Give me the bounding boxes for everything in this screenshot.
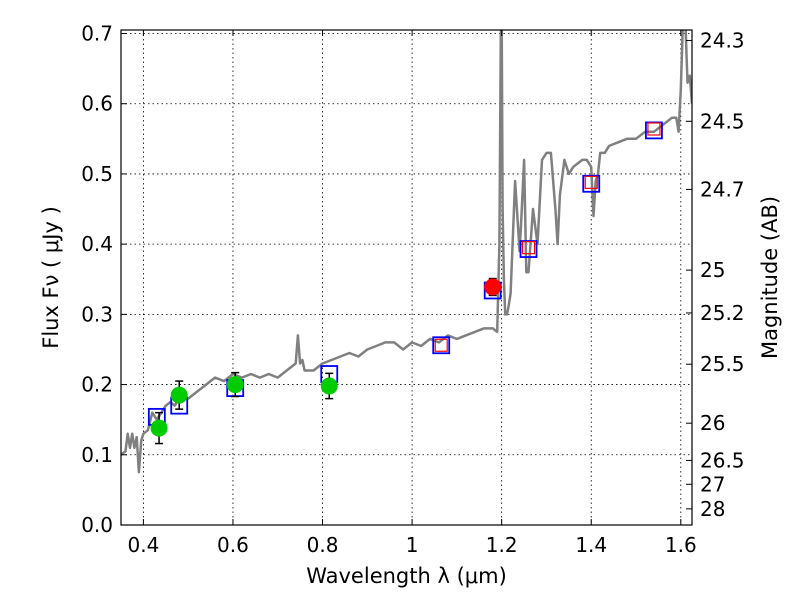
right-tick-label: 26.5 bbox=[700, 448, 745, 472]
predicted-photometry-square bbox=[521, 241, 536, 255]
x-tick-label: 1.2 bbox=[486, 533, 518, 557]
right-tick-label: 25 bbox=[700, 258, 725, 282]
x-tick-label: 1.4 bbox=[575, 533, 607, 557]
right-tick-label: 24.5 bbox=[700, 109, 745, 133]
right-tick-label: 25.2 bbox=[700, 301, 745, 325]
model-photometry-square bbox=[432, 336, 451, 355]
observed-point bbox=[170, 386, 188, 404]
x-tick-label: 1.6 bbox=[665, 533, 697, 557]
axes-frame bbox=[120, 29, 693, 526]
y-tick-label: 0.6 bbox=[81, 92, 113, 116]
x-axis-label: Wavelength λ (μm) bbox=[306, 564, 507, 588]
observed-point bbox=[226, 376, 244, 394]
predicted-photometry-square bbox=[647, 122, 661, 136]
right-axis-label: Magnitude (AB) bbox=[758, 196, 782, 359]
y-tick-label: 0.0 bbox=[81, 513, 113, 537]
y-axis-label: Flux Fν ( μJy ) bbox=[39, 206, 63, 349]
right-tick-label: 25.5 bbox=[700, 352, 745, 376]
observed-point bbox=[484, 278, 502, 296]
y-tick-label: 0.3 bbox=[81, 302, 113, 326]
predicted-photometry-square bbox=[584, 175, 598, 189]
x-tick-label: 1 bbox=[406, 533, 419, 557]
axis-ticks: 0.4 0.6 0.8 1 1.2 1.4 1.6 0.0 0.1 0.2 0.3 0.4 0.5 0.6… bbox=[81, 22, 744, 557]
x-tick-label: 0.6 bbox=[217, 533, 249, 557]
plot-area bbox=[121, 30, 692, 474]
y-tick-label: 0.1 bbox=[81, 443, 113, 467]
right-tick-label: 26 bbox=[700, 411, 725, 435]
x-tick-label: 0.4 bbox=[127, 533, 159, 557]
y-tick-label: 0.7 bbox=[81, 22, 113, 46]
predicted-photometry-square bbox=[434, 338, 448, 352]
y-tick-label: 0.2 bbox=[81, 373, 113, 397]
x-tick-label: 0.8 bbox=[307, 533, 339, 557]
right-tick-label: 24.3 bbox=[700, 29, 745, 53]
right-tick-label: 24.7 bbox=[700, 177, 745, 201]
right-tick-label: 27 bbox=[700, 472, 725, 496]
y-tick-label: 0.4 bbox=[81, 232, 113, 256]
right-tick-label: 28 bbox=[700, 497, 725, 521]
observed-point bbox=[320, 377, 338, 395]
observed-point bbox=[150, 419, 168, 437]
y-tick-label: 0.5 bbox=[81, 162, 113, 186]
grid bbox=[121, 30, 692, 526]
